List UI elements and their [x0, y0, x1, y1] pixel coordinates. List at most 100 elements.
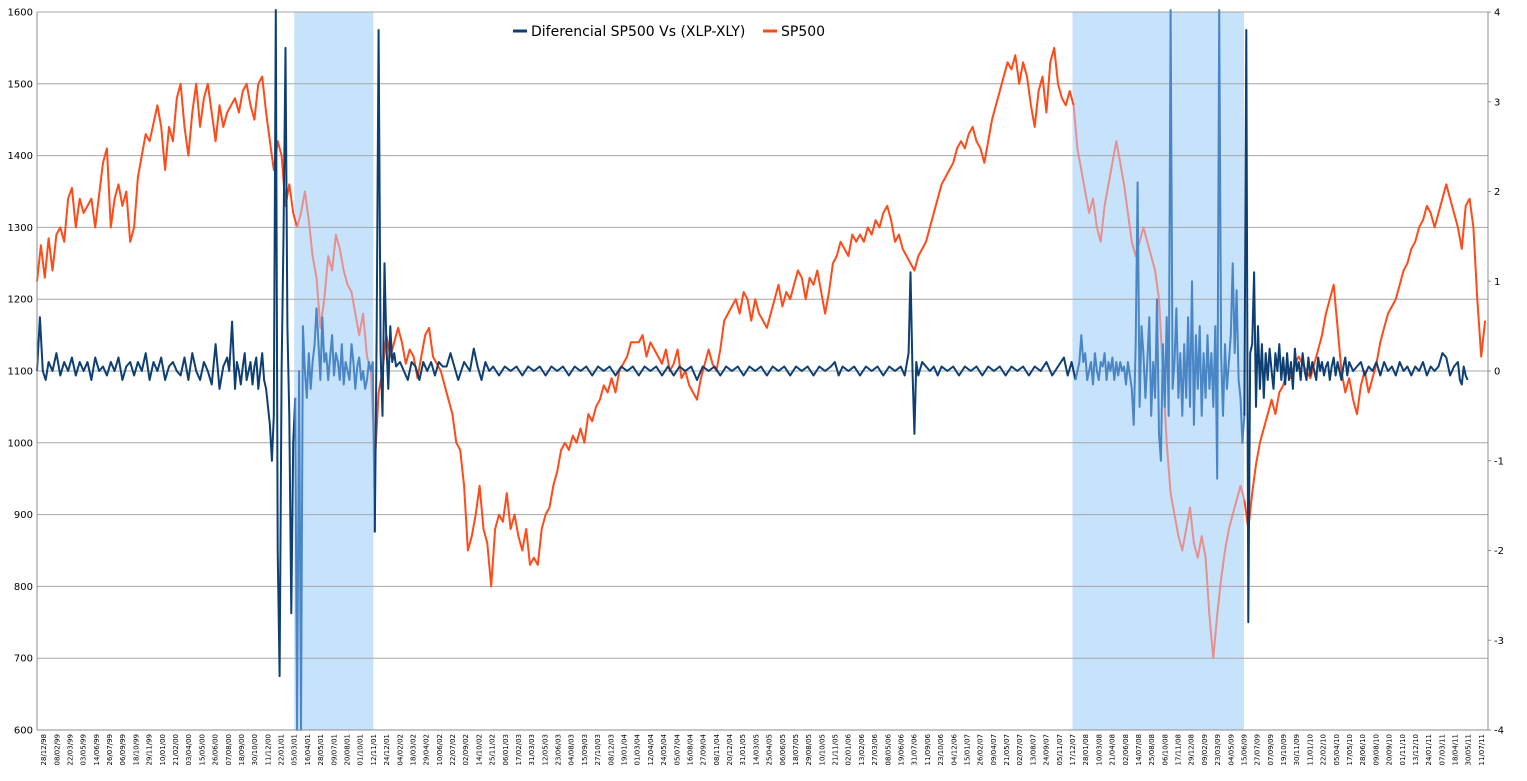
- x-tick-label: 28/06/10: [1359, 734, 1367, 765]
- x-tick-label: 13/02/06: [858, 733, 866, 765]
- right-tick-label: 2: [1494, 187, 1500, 198]
- x-tick-label: 24/12/01: [383, 734, 391, 765]
- x-tick-label: 02/01/06: [845, 733, 853, 765]
- x-tick-label: 30/11/09: [1293, 734, 1301, 765]
- x-tick-label: 10/01/00: [159, 734, 167, 765]
- x-tick-label: 17/11/08: [1175, 734, 1183, 765]
- x-tick-label: 26/06/00: [212, 734, 220, 765]
- x-tick-label: 23/10/06: [937, 733, 945, 765]
- x-tick-label: 27/09/04: [700, 733, 708, 765]
- x-tick-label: 19/10/09: [1280, 734, 1288, 765]
- left-y-axis-ticks: 600 700 800 900 1000 1100 1200 1300 1400 1500 1600: [8, 8, 33, 737]
- x-tick-label: 25/08/08: [1148, 734, 1156, 765]
- x-tick-label: 10/10/05: [818, 734, 826, 765]
- x-tick-label: 08/12/03: [607, 734, 615, 765]
- x-tick-label: 17/05/10: [1346, 734, 1354, 765]
- x-tick-label: 16/04/01: [304, 734, 312, 765]
- x-tick-label: 10/06/02: [436, 734, 444, 765]
- left-tick-label: 1000: [8, 438, 33, 449]
- x-tick-label: 19/01/04: [620, 733, 628, 765]
- left-tick-label: 1300: [8, 223, 33, 234]
- x-tick-label: 12/05/03: [541, 734, 549, 765]
- legend-label: Diferencial SP500 Vs (XLP-XLY): [531, 24, 745, 40]
- x-tick-label: 20/08/01: [343, 734, 351, 765]
- left-tick-label: 1400: [8, 151, 33, 162]
- x-tick-label: 29/08/05: [805, 734, 813, 765]
- x-tick-label: 11/01/10: [1306, 734, 1314, 765]
- series-line-segment: [1072, 105, 1246, 660]
- left-tick-label: 1500: [8, 79, 33, 90]
- x-tick-label: 28/05/01: [317, 734, 325, 765]
- x-tick-label: 07/03/11: [1438, 734, 1446, 765]
- x-tick-label: 21/02/00: [172, 734, 180, 765]
- right-tick-label: -2: [1494, 546, 1504, 557]
- series-line-segment: [294, 307, 376, 731]
- x-tick-label: 25/04/05: [766, 734, 774, 765]
- left-tick-label: 800: [14, 582, 33, 593]
- x-tick-label: 03/05/99: [80, 734, 88, 765]
- series-line-segment: [36, 75, 299, 282]
- x-tick-label: 25/11/02: [489, 734, 497, 765]
- x-tick-label: 29/04/02: [423, 734, 431, 765]
- x-tick-label: 15/05/00: [198, 734, 206, 765]
- x-tick-label: 23/03/09: [1214, 734, 1222, 765]
- x-tick-label: 04/08/03: [568, 734, 576, 765]
- x-axis-ticks: 28/12/98 08/02/99 22/03/99 03/05/99 14/06/99…: [40, 733, 1486, 765]
- x-tick-label: 06/06/05: [779, 734, 787, 765]
- x-tick-label: 14/03/05: [752, 734, 760, 765]
- x-tick-label: 04/05/09: [1227, 734, 1235, 765]
- x-tick-label: 07/08/00: [225, 734, 233, 765]
- x-tick-label: 27/10/03: [594, 734, 602, 765]
- left-tick-label: 700: [14, 654, 33, 665]
- x-tick-label: 09/04/07: [990, 734, 998, 765]
- x-tick-label: 08/05/06: [884, 733, 892, 765]
- x-tick-label: 31/03/03: [528, 734, 536, 765]
- right-tick-label: -1: [1494, 456, 1504, 467]
- series-line-segment: [373, 46, 1075, 588]
- right-tick-label: -3: [1494, 636, 1504, 647]
- x-tick-label: 05/04/10: [1333, 734, 1341, 765]
- x-tick-label: 02/07/07: [1016, 734, 1024, 765]
- x-tick-label: 05/03/01: [291, 734, 299, 765]
- x-tick-label: 09/02/09: [1201, 734, 1209, 765]
- legend: Diferencial SP500 Vs (XLP-XLY) SP500: [513, 24, 825, 40]
- x-tick-label: 19/06/06: [898, 733, 906, 765]
- x-tick-label: 02/09/02: [462, 734, 470, 765]
- x-tick-label: 02/06/08: [1122, 734, 1130, 765]
- series-diferencial: [36, 9, 1469, 731]
- x-tick-label: 06/10/08: [1161, 734, 1169, 765]
- x-tick-label: 20/12/04: [726, 733, 734, 765]
- x-tick-label: 24/05/04: [660, 733, 668, 765]
- x-tick-label: 22/03/99: [66, 734, 74, 765]
- x-tick-label: 06/09/99: [119, 734, 127, 765]
- x-tick-label: 18/07/05: [792, 734, 800, 765]
- x-tick-label: 08/02/99: [53, 734, 61, 765]
- x-tick-label: 24/01/11: [1425, 734, 1433, 765]
- right-tick-label: 1: [1494, 277, 1500, 288]
- x-tick-label: 21/05/07: [1003, 734, 1011, 765]
- legend-label: SP500: [781, 24, 825, 40]
- x-tick-label: 11/12/00: [264, 734, 272, 765]
- x-tick-label: 20/09/10: [1386, 734, 1394, 765]
- x-tick-label: 24/09/07: [1043, 734, 1051, 765]
- x-tick-label: 01/03/04: [634, 733, 642, 765]
- x-tick-label: 30/05/11: [1465, 734, 1473, 765]
- right-y-axis-ticks: -4 -3 -2 -1 0 1 2 3 4: [1488, 8, 1504, 737]
- x-tick-label: 10/03/08: [1095, 734, 1103, 765]
- x-tick-label: 22/02/10: [1320, 734, 1328, 765]
- x-tick-label: 29/12/08: [1188, 734, 1196, 765]
- series-line-segment: [36, 9, 297, 678]
- x-tick-label: 28/01/08: [1082, 734, 1090, 765]
- x-tick-label: 08/11/04: [713, 733, 721, 765]
- x-tick-label: 16/08/04: [686, 733, 694, 765]
- right-tick-label: -4: [1494, 726, 1504, 737]
- x-tick-label: 15/01/07: [963, 734, 971, 765]
- x-tick-label: 18/10/99: [132, 734, 140, 765]
- left-tick-label: 900: [14, 510, 33, 521]
- x-tick-label: 27/03/06: [871, 733, 879, 765]
- series-line-segment: [373, 29, 1077, 533]
- x-tick-label: 28/12/98: [40, 734, 48, 765]
- x-tick-label: 03/04/00: [185, 734, 193, 765]
- left-tick-label: 1100: [8, 367, 33, 378]
- x-tick-label: 15/09/03: [581, 734, 589, 765]
